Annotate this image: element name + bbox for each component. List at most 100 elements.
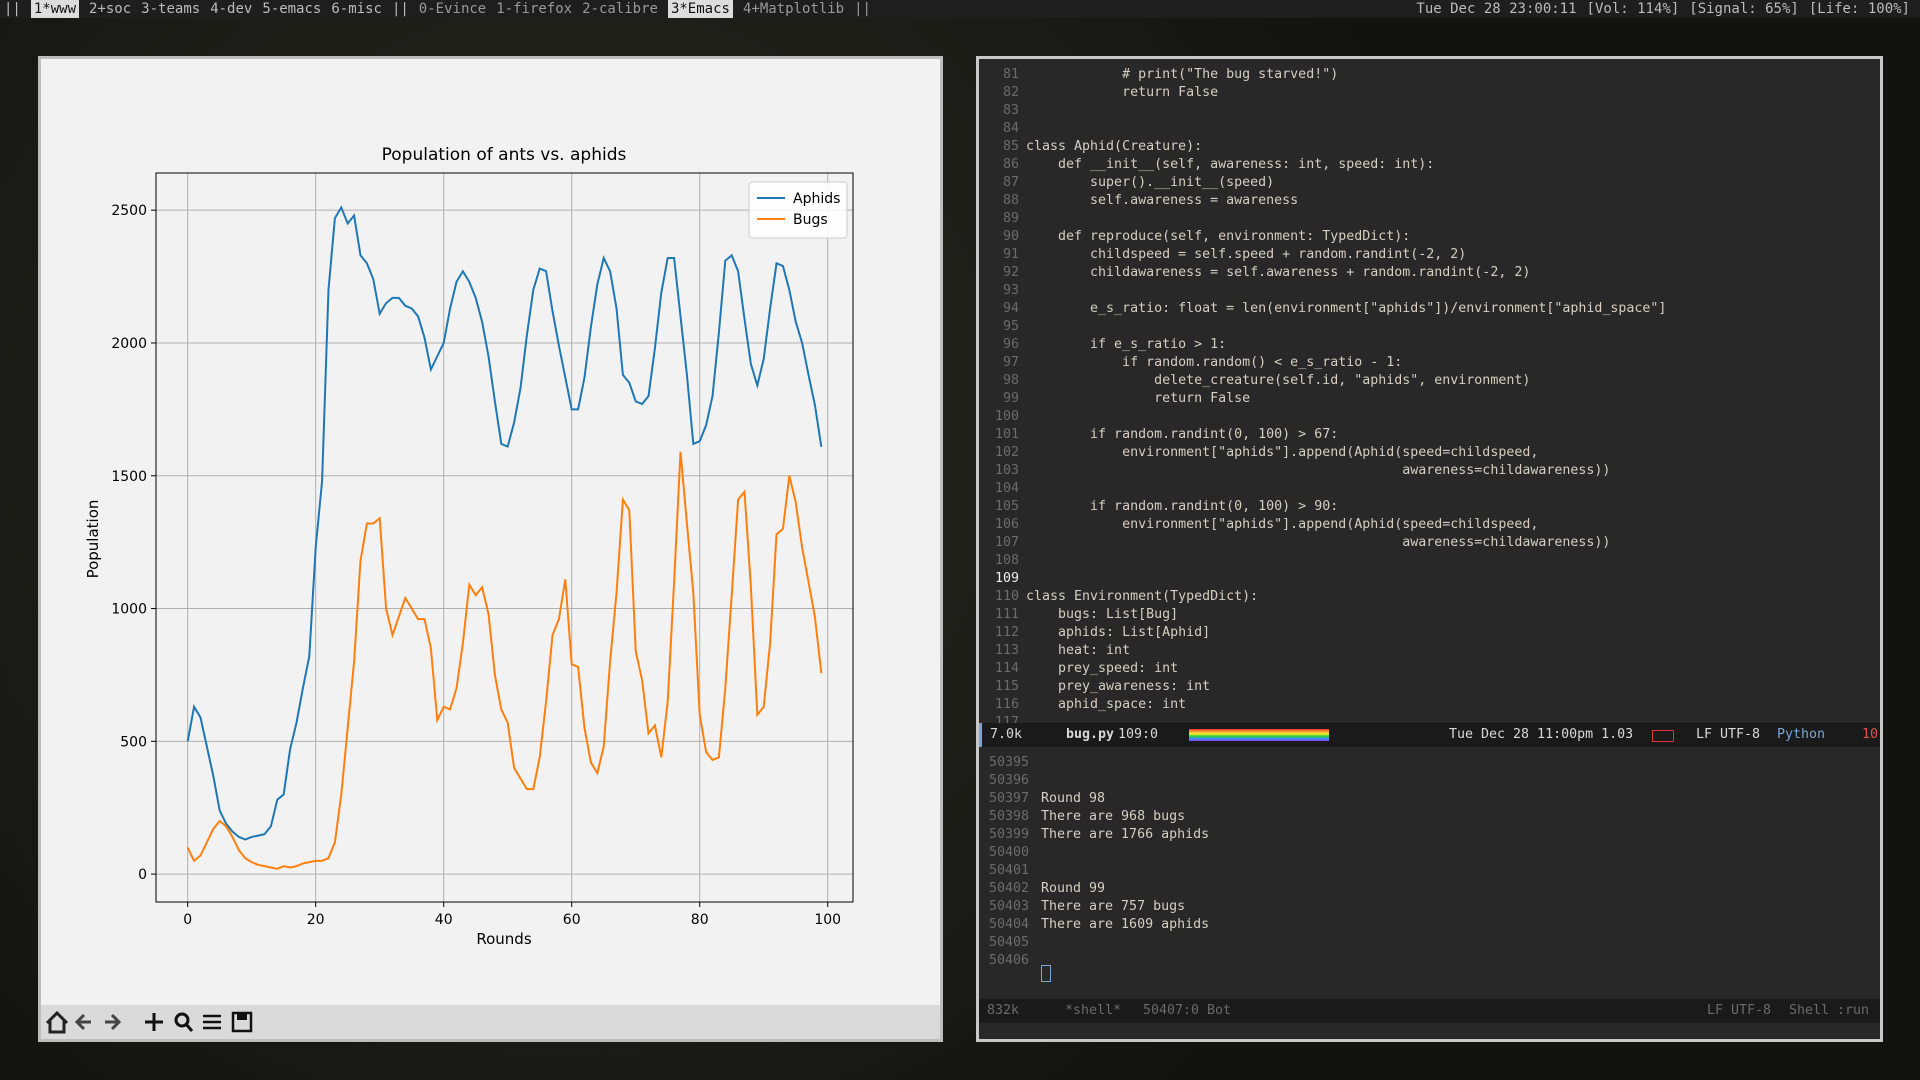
line-number: 99 [1002, 391, 1019, 406]
mode-line-clock: Tue Dec 28 11:00pm 1.03 [1449, 727, 1634, 742]
plot-frame [155, 172, 854, 903]
mode-line-errors: 10 [1862, 727, 1879, 742]
window-tab: || [854, 1, 871, 17]
line-number: 106 [994, 517, 1019, 532]
code-line: # print("The bug starved!") [1026, 67, 1339, 82]
y-tick-label: 500 [120, 734, 147, 750]
shell-output: There are 968 bugs [1041, 809, 1186, 824]
system-status: Tue Dec 28 23:00:11 [Vol: 114%] [Signal: 6… [1416, 0, 1920, 18]
battery-icon [1652, 730, 1674, 742]
mode-line-file: bug.py [1066, 727, 1115, 742]
line-number: 96 [1002, 337, 1019, 352]
configure-button[interactable] [203, 1014, 221, 1030]
workspace: 3-teams [141, 1, 201, 17]
window-tab: 0-Evince [418, 1, 487, 17]
workspace: || [4, 1, 21, 17]
line-number: 90 [1002, 229, 1019, 244]
status-item: [Life: 100%] [1808, 1, 1910, 17]
shell-mode-line-buffer: *shell* [1065, 1003, 1122, 1018]
forward-button[interactable] [105, 1013, 122, 1031]
chart-title: Population of ants vs. aphids [382, 145, 627, 165]
line-number: 103 [994, 463, 1019, 478]
code-line: if random.random() < e_s_ratio - 1: [1026, 355, 1403, 370]
line-number: 92 [1002, 265, 1019, 280]
line-number: 111 [994, 607, 1019, 622]
shell-output: Round 99 [1041, 881, 1106, 896]
line-number: 93 [1002, 283, 1019, 298]
y-tick-label: 1500 [111, 469, 147, 485]
pan-button[interactable] [145, 1013, 163, 1031]
plot-area [156, 173, 853, 902]
save-button[interactable] [231, 1011, 253, 1033]
y-tick-label: 0 [138, 867, 147, 883]
status-item: Tue Dec 28 23:00:11 [1416, 1, 1577, 17]
y-tick-label: 2000 [111, 336, 147, 352]
data-line [186, 205, 823, 841]
shell-line-number: 50397 [989, 791, 1030, 806]
code-line: delete_creature(self.id, "aphids", envir… [1026, 373, 1531, 388]
x-tick-label: 40 [435, 912, 453, 928]
line-number: 115 [994, 679, 1019, 694]
code-line: environment["aphids"].append(Aphid(speed… [1026, 445, 1539, 460]
x-tick-label: 80 [691, 912, 709, 928]
line-number: 97 [1002, 355, 1019, 370]
back-button[interactable] [74, 1013, 91, 1031]
line-number: 105 [994, 499, 1019, 514]
legend-box [748, 181, 848, 239]
line-number: 113 [994, 643, 1019, 658]
mode-line-position: 109:0 [1118, 727, 1159, 742]
line-number: 89 [1002, 211, 1019, 226]
line-number: 86 [1002, 157, 1019, 172]
mode-line-mode: Python [1777, 727, 1826, 742]
x-tick-label: 100 [814, 912, 841, 928]
zoom-button[interactable] [174, 1012, 194, 1032]
line-number: 114 [994, 661, 1019, 676]
line-number: 116 [994, 697, 1019, 712]
shell-line-number: 50401 [989, 863, 1030, 878]
y-tick-label: 2500 [111, 203, 147, 219]
line-number: 107 [994, 535, 1019, 550]
window-tab: 3*Emacs [667, 0, 733, 18]
shell-mode-line-position: 50407:0 Bot [1143, 1003, 1232, 1018]
mode-line: 832k *shell* 50407:0 Bot LF UTF-8 Shell :run [979, 999, 1880, 1023]
line-number: 101 [994, 427, 1019, 442]
home-button[interactable] [45, 1010, 69, 1034]
line-number: 88 [1002, 193, 1019, 208]
line-number: 98 [1002, 373, 1019, 388]
line-number: 84 [1002, 121, 1019, 136]
code-line: heat: int [1026, 643, 1131, 658]
workspace: 5-emacs [262, 1, 322, 17]
line-number: 108 [994, 553, 1019, 568]
code-line: childspeed = self.speed + random.randint… [1026, 247, 1467, 262]
shell-line-number: 50399 [989, 827, 1030, 842]
shell-line-number: 50400 [989, 845, 1030, 860]
status-item: [Signal: 65%] [1689, 1, 1799, 17]
data-line [186, 451, 823, 870]
window-tab: 4+Matplotlib [742, 1, 845, 17]
code-line: environment["aphids"].append(Aphid(speed… [1026, 517, 1539, 532]
workspace-list: || 1*www 2+soc 3-teams 4-dev 5-emacs 6-misc || 0… [4, 0, 881, 18]
shell-output: Round 98 [1041, 791, 1106, 806]
legend: Aphids Bugs [748, 181, 848, 239]
code-line: if random.randint(0, 100) > 67: [1026, 427, 1339, 442]
code-line: def reproduce(self, environment: TypedDi… [1026, 229, 1411, 244]
code-line: aphid_space: int [1026, 697, 1187, 712]
line-number: 112 [994, 625, 1019, 640]
shell-line-number: 50395 [989, 755, 1030, 770]
shell-line-number: 50405 [989, 935, 1030, 950]
line-number: 87 [1002, 175, 1019, 190]
code-line: bugs: List[Bug] [1026, 607, 1179, 622]
y-tick-label: 1000 [111, 602, 147, 618]
x-tick-label: 20 [307, 912, 325, 928]
shell-line-number: 50403 [989, 899, 1030, 914]
shell-mode-line-size: 832k [987, 1003, 1020, 1018]
code-line: def __init__(self, awareness: int, speed… [1026, 157, 1435, 172]
line-number: 94 [1002, 301, 1019, 316]
shell-output: There are 1609 aphids [1041, 917, 1210, 932]
workspace: 2+soc [89, 1, 132, 17]
chart: Population of ants vs. aphids Rounds Pop… [84, 145, 854, 948]
nyan-progress [1189, 729, 1329, 741]
line-number: 109 [994, 571, 1019, 586]
mode-line-size: 7.0k [990, 727, 1023, 742]
